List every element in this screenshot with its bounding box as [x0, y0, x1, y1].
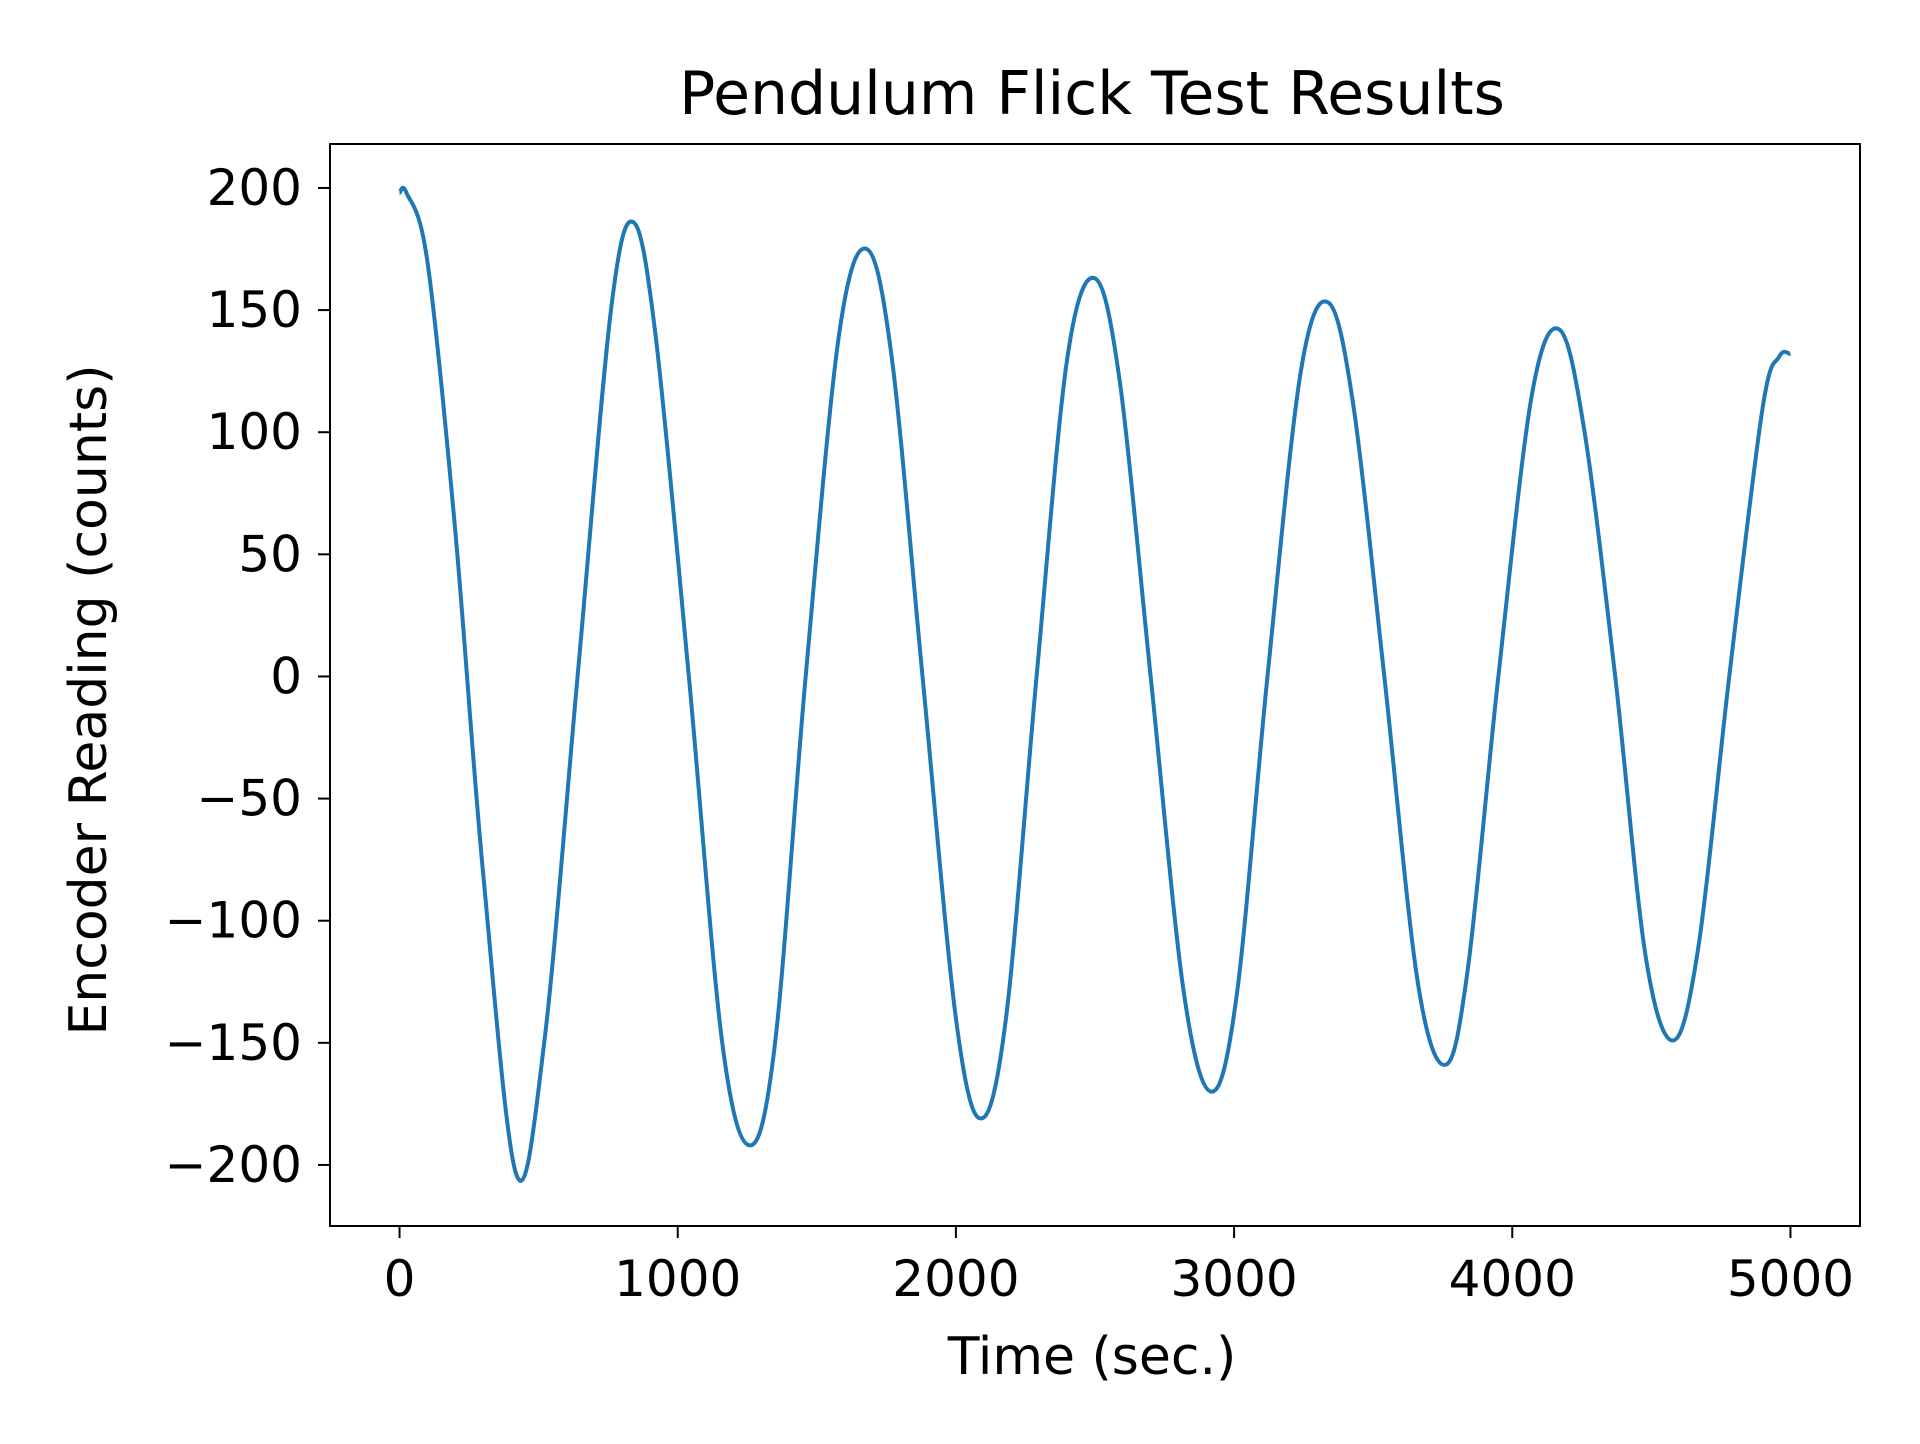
x-tick-label: 1000 — [614, 1250, 741, 1308]
plot-frame — [329, 143, 1861, 1227]
y-tick-label: 50 — [238, 525, 302, 583]
y-tick-label: −150 — [165, 1014, 302, 1072]
y-tick-label: 100 — [207, 403, 302, 461]
x-tick-label: 3000 — [1170, 1250, 1297, 1308]
x-axis-label: Time (sec.) — [947, 1327, 1237, 1387]
y-tick-label: −100 — [165, 892, 302, 950]
y-axis: 200 150 100 50 0 −50 −100 −150 −200 — [165, 159, 330, 1194]
y-tick-label: 0 — [270, 647, 302, 705]
y-axis-label: Encoder Reading (counts) — [59, 364, 119, 1035]
x-tick-label: 2000 — [892, 1250, 1019, 1308]
y-tick-label: −50 — [196, 770, 302, 828]
x-tick-label: 0 — [384, 1250, 416, 1308]
x-tick-label: 4000 — [1449, 1250, 1576, 1308]
chart-title: Pendulum Flick Test Results — [679, 59, 1505, 129]
y-tick-label: 200 — [207, 159, 302, 217]
x-axis: 0 1000 2000 3000 4000 5000 — [384, 1226, 1854, 1308]
y-tick-label: 150 — [207, 281, 302, 339]
x-tick-label: 5000 — [1727, 1250, 1854, 1308]
y-tick-label: −200 — [165, 1136, 302, 1194]
plot-area — [397, 185, 1791, 1183]
series-line-0 — [397, 185, 1791, 1183]
